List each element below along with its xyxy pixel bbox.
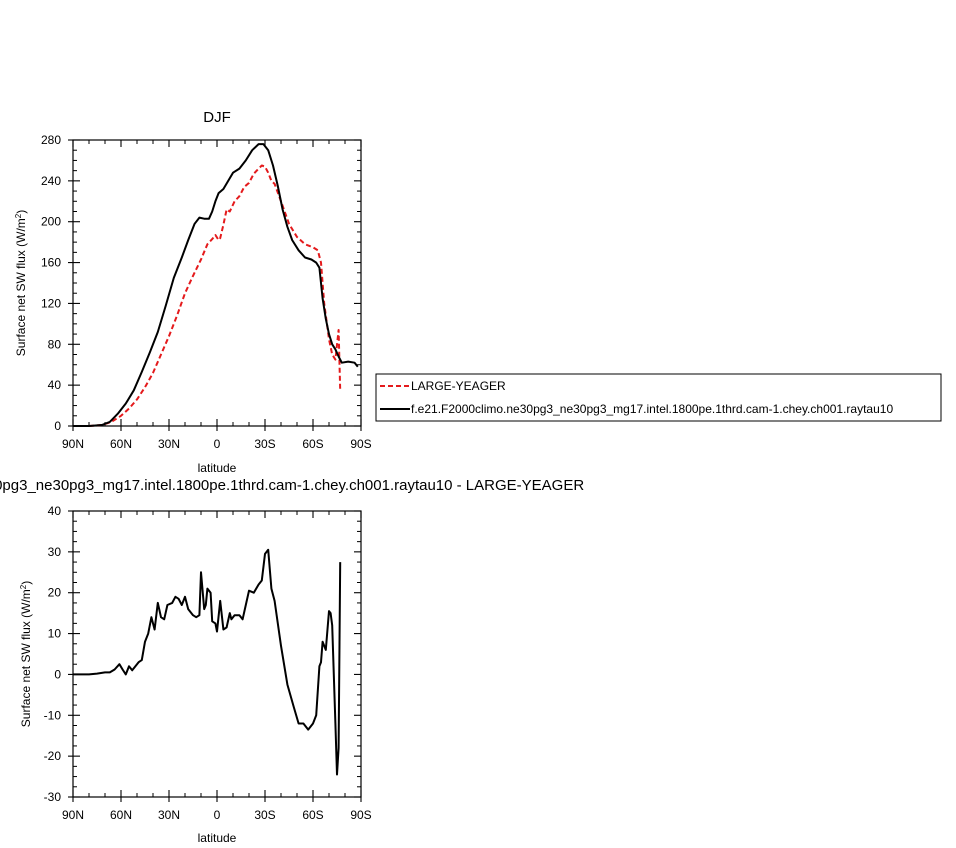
- y-tick-label: 120: [41, 296, 61, 310]
- bottom-plot-frame: [72, 510, 362, 798]
- x-tick-label: 60N: [110, 808, 132, 822]
- bottom-axis-ticks: -30 -20 -10 0 10 20 30 40 90N 60N 30N 0 30S 60S 90S: [44, 504, 372, 822]
- bottom-series-group: [73, 548, 342, 776]
- y-tick-label: -10: [44, 708, 62, 722]
- y-tick-label: 30: [48, 545, 62, 559]
- series-line-difference: [73, 548, 342, 776]
- x-tick-label: 90N: [62, 437, 84, 451]
- legend-label-raytau10: f.e21.F2000climo.ne30pg3_ne30pg3_mg17.in…: [411, 402, 893, 416]
- y-tick-label: 40: [48, 378, 62, 392]
- series-line-large-yeager: [73, 164, 342, 427]
- bottom-panel: f.e21.F2000climo.ne30pg3_ne30pg3_mg17.in…: [0, 477, 584, 845]
- top-axis-ticks: 0 40 80 120 160 200 240 280 90N 60N 30N 0 30S 60S 90S: [41, 133, 372, 451]
- x-tick-label: 60S: [302, 808, 323, 822]
- y-tick-label: 0: [54, 667, 61, 681]
- y-tick-label: -20: [44, 749, 62, 763]
- y-tick-label: 280: [41, 133, 61, 147]
- y-tick-label: 20: [48, 586, 62, 600]
- y-tick-label: 0: [54, 419, 61, 433]
- legend-box: [375, 373, 942, 422]
- y-tick-label: -30: [44, 790, 62, 804]
- bottom-x-axis-label: latitude: [198, 831, 237, 845]
- x-tick-label: 90N: [62, 808, 84, 822]
- top-x-axis-label: latitude: [198, 461, 237, 475]
- x-tick-label: 60N: [110, 437, 132, 451]
- bottom-y-axis-label: Surface net SW flux (W/m2): [19, 581, 34, 727]
- bottom-panel-title: f.e21.F2000climo.ne30pg3_ne30pg3_mg17.in…: [0, 477, 584, 494]
- x-tick-label: 30S: [254, 808, 275, 822]
- series-line-raytau10: [73, 143, 359, 427]
- x-tick-label: 30N: [158, 437, 180, 451]
- x-tick-label: 90S: [350, 437, 371, 451]
- x-tick-label: 30S: [254, 437, 275, 451]
- x-tick-label: 90S: [350, 808, 371, 822]
- top-series-group: [73, 143, 359, 427]
- x-tick-label: 60S: [302, 437, 323, 451]
- top-y-axis-label: Surface net SW flux (W/m2): [14, 210, 29, 356]
- y-tick-label: 80: [48, 337, 62, 351]
- y-tick-label: 160: [41, 256, 61, 270]
- x-tick-label: 0: [214, 437, 221, 451]
- top-panel-title: DJF: [203, 109, 231, 126]
- x-tick-label: 0: [214, 808, 221, 822]
- x-tick-label: 30N: [158, 808, 180, 822]
- legend: LARGE-YEAGER f.e21.F2000climo.ne30pg3_ne…: [375, 373, 942, 422]
- top-panel: DJF 0 40 80 120 160 200 240 280 90N 60N 30N 0 30S 60S…: [14, 109, 372, 475]
- y-tick-label: 240: [41, 174, 61, 188]
- y-tick-label: 10: [48, 627, 62, 641]
- y-tick-label: 200: [41, 215, 61, 229]
- y-tick-label: 40: [48, 504, 62, 518]
- top-plot-frame: [72, 139, 362, 427]
- legend-label-large-yeager: LARGE-YEAGER: [411, 379, 506, 393]
